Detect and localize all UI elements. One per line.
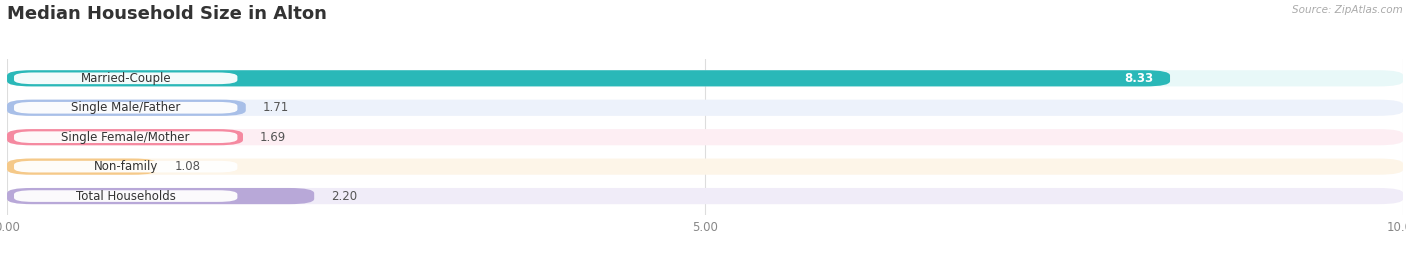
Text: 1.08: 1.08 [174, 160, 201, 173]
FancyBboxPatch shape [14, 161, 238, 172]
Text: Total Households: Total Households [76, 190, 176, 203]
FancyBboxPatch shape [7, 158, 157, 175]
Text: Married-Couple: Married-Couple [80, 72, 172, 85]
FancyBboxPatch shape [7, 129, 243, 145]
FancyBboxPatch shape [7, 188, 314, 204]
Text: Single Female/Mother: Single Female/Mother [62, 131, 190, 144]
FancyBboxPatch shape [7, 100, 1403, 116]
FancyBboxPatch shape [7, 70, 1170, 86]
Text: Source: ZipAtlas.com: Source: ZipAtlas.com [1292, 5, 1403, 15]
Text: Median Household Size in Alton: Median Household Size in Alton [7, 5, 328, 23]
FancyBboxPatch shape [14, 102, 238, 114]
FancyBboxPatch shape [7, 100, 246, 116]
FancyBboxPatch shape [7, 188, 1403, 204]
FancyBboxPatch shape [14, 72, 238, 84]
Text: Single Male/Father: Single Male/Father [72, 101, 180, 114]
FancyBboxPatch shape [14, 131, 238, 143]
FancyBboxPatch shape [7, 129, 1403, 145]
Text: 2.20: 2.20 [330, 190, 357, 203]
FancyBboxPatch shape [7, 158, 1403, 175]
FancyBboxPatch shape [7, 70, 1403, 86]
Text: 8.33: 8.33 [1125, 72, 1153, 85]
FancyBboxPatch shape [14, 190, 238, 202]
Text: Non-family: Non-family [94, 160, 157, 173]
Text: 1.69: 1.69 [260, 131, 285, 144]
Text: 1.71: 1.71 [263, 101, 288, 114]
